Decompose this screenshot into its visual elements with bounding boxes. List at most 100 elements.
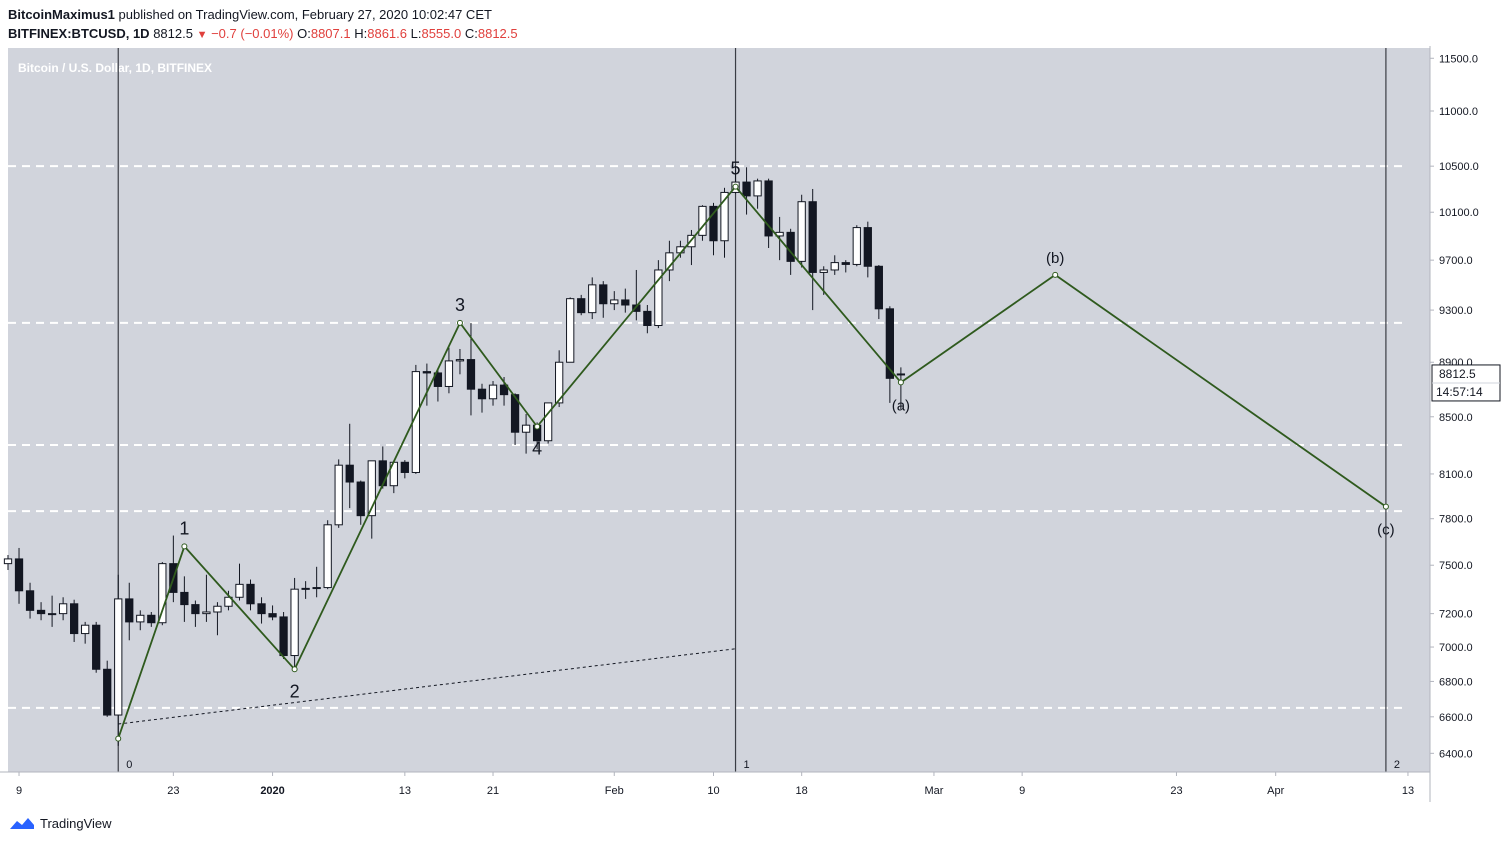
candle-body: [356, 481, 365, 517]
tradingview-brand[interactable]: TradingView: [8, 815, 112, 831]
wave-point: [115, 735, 122, 742]
price-tick-label: 10100.0: [1439, 207, 1479, 219]
wave-labels: 0 1 2 3 4 5 (a) (b) (c) 1 2: [126, 159, 1400, 771]
candle-body: [268, 613, 277, 618]
time-tick-label: Mar: [924, 785, 943, 797]
time-tick-label: 9: [1019, 785, 1025, 797]
candle-body: [510, 394, 520, 433]
candle-body: [720, 191, 729, 242]
candle-body: [797, 201, 806, 262]
time-tick-label: 13: [1402, 785, 1414, 797]
candle-body: [246, 583, 255, 605]
wave-point: [291, 666, 298, 673]
candle-body: [742, 181, 751, 197]
candle-body: [14, 558, 24, 592]
candle-body: [588, 284, 597, 314]
candle-body: [400, 461, 409, 473]
candle-body: [180, 591, 189, 606]
candle-body: [279, 616, 288, 657]
wave-path: [115, 183, 1389, 742]
wave-label: 2: [1394, 759, 1400, 771]
wave-label: 0: [126, 759, 132, 771]
candle-body: [599, 284, 608, 305]
ohlc-line: BITFINEX:BTCUSD, 1D 8812.5 ▼ −0.7 (−0.01…: [8, 26, 518, 41]
candle-body: [378, 460, 387, 487]
candle-body: [136, 614, 145, 623]
candle-body: [544, 402, 553, 442]
time-tick-label: 9: [16, 785, 22, 797]
wave-point: [456, 319, 463, 326]
brand-label: TradingView: [40, 815, 112, 831]
candle-body: [830, 262, 839, 271]
price-tick-label: 10500.0: [1439, 161, 1479, 173]
wave-point: [1382, 503, 1389, 510]
close-value: 8812.5: [477, 26, 518, 41]
candle-body: [577, 298, 586, 314]
price-tick-label: 11500.0: [1439, 53, 1478, 65]
time-tick-label: 23: [167, 785, 179, 797]
price-tick-label: 6800.0: [1439, 676, 1473, 688]
candle-body: [566, 298, 575, 363]
candle-body: [235, 583, 244, 598]
candle-body: [58, 603, 68, 615]
candle-body: [81, 624, 90, 635]
wave-label: 1: [179, 518, 189, 538]
candle-body: [808, 201, 817, 273]
publish-line: BitcoinMaximus1 published on TradingView…: [8, 7, 492, 22]
candle-body: [786, 231, 795, 262]
last-price: 8812.5: [153, 26, 193, 41]
price-axis[interactable]: 6400.0 6600.0 6800.0 7000.0 7200.0 7500.0 7800…: [1429, 46, 1479, 802]
time-tick-label: 21: [487, 785, 499, 797]
candle-body: [3, 558, 13, 565]
last-price-label: 8812.5: [1439, 367, 1476, 381]
trendline: [118, 648, 736, 725]
candle-body: [147, 614, 156, 624]
candle-body: [25, 590, 35, 611]
candle-body: [334, 464, 343, 526]
price-tick-label: 7000.0: [1439, 642, 1473, 654]
candle-body: [610, 299, 619, 305]
candle-body: [521, 424, 531, 433]
wave-point: [1052, 271, 1059, 278]
candle-body: [301, 587, 310, 590]
wave-label: 2: [290, 681, 300, 701]
price-tick-label: 6400.0: [1439, 748, 1473, 760]
candle-body: [555, 361, 564, 404]
candle-body: [202, 611, 211, 615]
low-value: 8555.0: [421, 26, 462, 41]
high-value: 8861.6: [367, 26, 407, 41]
time-axis[interactable]: 9 23 2020 13 21 Feb 10 18 Mar 9 23 Apr 13: [0, 771, 1430, 797]
candle-body: [466, 359, 476, 390]
candle-body: [896, 373, 906, 376]
price-tick-label: 9300.0: [1439, 305, 1473, 317]
price-tick-label: 8500.0: [1439, 412, 1473, 424]
author-name[interactable]: BitcoinMaximus1: [8, 7, 115, 22]
candle-body: [224, 596, 233, 607]
price-tick-label: 7800.0: [1439, 514, 1473, 526]
countdown-label: 14:57:14: [1436, 385, 1483, 399]
candle-body: [257, 603, 266, 615]
candle-body: [643, 310, 652, 326]
wave-label: (b): [1046, 250, 1064, 267]
wave-point: [534, 423, 541, 430]
trendline-dotted: [118, 648, 736, 725]
plot-area[interactable]: [8, 48, 1430, 772]
tradingview-logo-icon: [10, 818, 34, 829]
time-tick-label: 23: [1170, 785, 1182, 797]
high-label: H:: [354, 26, 368, 41]
candle-body: [125, 598, 134, 623]
price-tick-label: 11000.0: [1439, 106, 1478, 118]
candle-body: [885, 308, 894, 379]
candle-body: [863, 227, 872, 267]
chart-title: Bitcoin / U.S. Dollar, 1D, BITFINEX: [18, 61, 212, 75]
candle-body: [323, 524, 332, 589]
price-tick-label: 7200.0: [1439, 609, 1473, 621]
price-chart[interactable]: Bitcoin / U.S. Dollar, 1D, BITFINEX 0 1 23…: [0, 46, 1508, 806]
candle-body: [874, 265, 883, 310]
candle-body: [753, 180, 762, 197]
price-tags: 8812.5 14:57:14: [1431, 364, 1501, 402]
price-tick-label: 8100.0: [1439, 469, 1473, 481]
wave-label: 1: [744, 759, 750, 771]
candle-body: [158, 563, 167, 624]
close-label: C:: [464, 26, 478, 41]
